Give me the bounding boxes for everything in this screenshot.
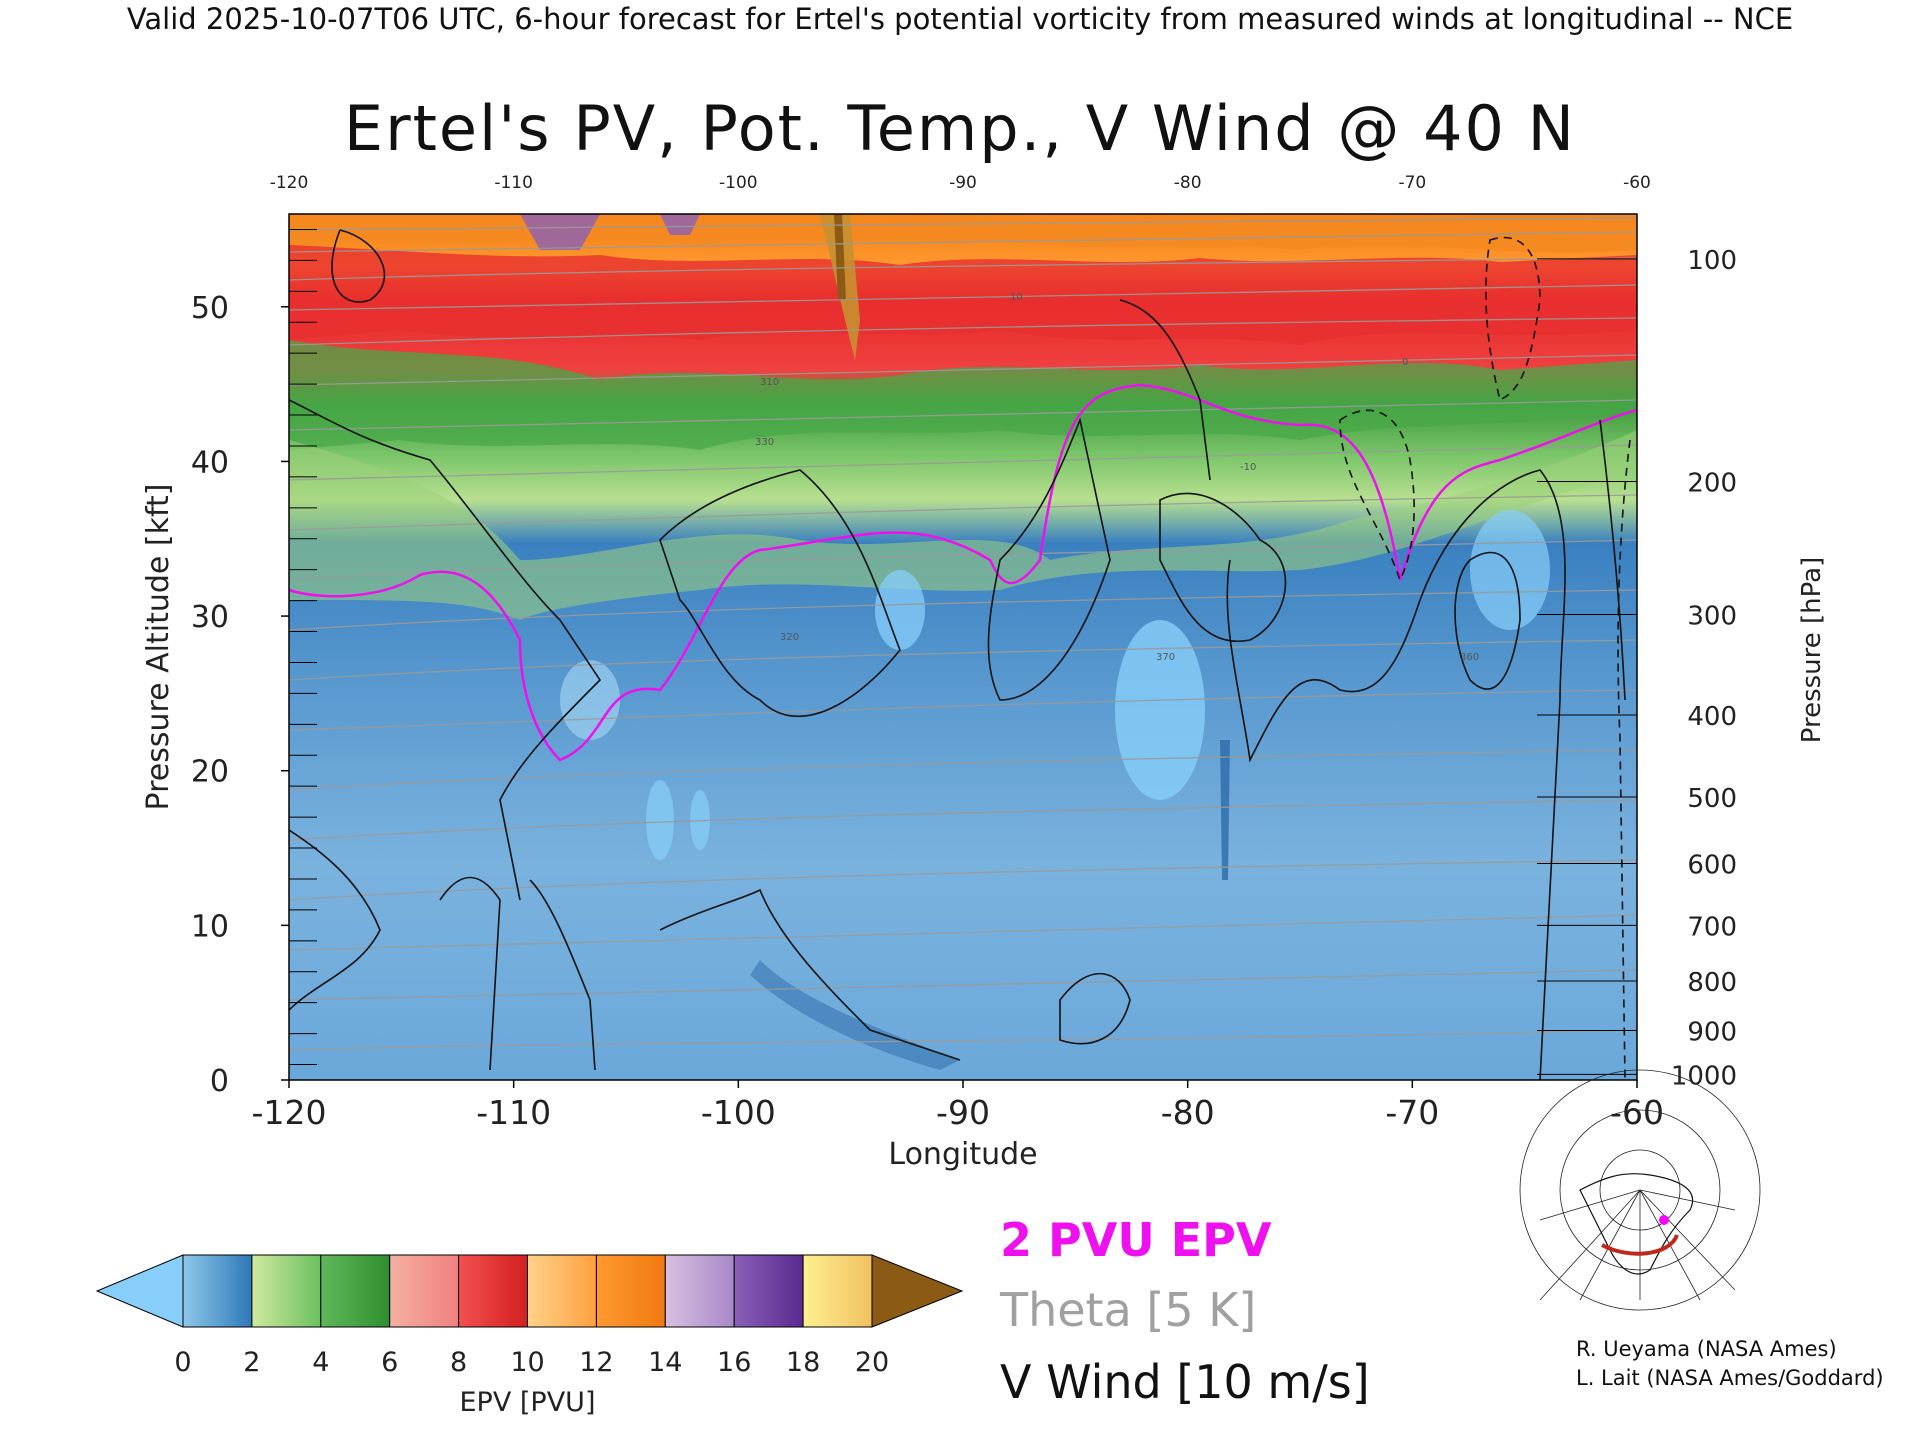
pressure-tick-label: 800	[1687, 968, 1737, 998]
top-tick-label: -70	[1398, 173, 1426, 193]
colorbar-segment	[458, 1254, 529, 1328]
x-tick-label: -80	[1161, 1093, 1215, 1132]
pressure-tick-label: 500	[1687, 784, 1737, 814]
legend-pv: 2 PVU EPV	[1000, 1213, 1272, 1267]
colorbar-segment	[527, 1254, 597, 1328]
map-track	[1601, 1234, 1679, 1256]
credit-2: L. Lait (NASA Ames/Goddard)	[1576, 1366, 1884, 1390]
page-header: Valid 2025-10-07T06 UTC, 6-hour forecast…	[126, 2, 1794, 36]
y-axis-label: Pressure Altitude [kft]	[141, 484, 176, 811]
top-tick-label: -60	[1623, 173, 1651, 193]
contour-label: 370	[1156, 652, 1175, 663]
top-tick-label: -100	[719, 173, 758, 193]
colorbar-segment	[182, 1254, 253, 1328]
x-tick-label: -100	[701, 1093, 776, 1132]
map-marker	[1659, 1215, 1669, 1225]
y-tick-label: 50	[191, 291, 229, 326]
x-axis-label: Longitude	[888, 1137, 1037, 1172]
y-tick-label: 40	[191, 445, 229, 480]
pressure-tick-label: 200	[1687, 469, 1737, 499]
pressure-tick-label: 900	[1687, 1018, 1737, 1048]
top-tick-label: -90	[949, 173, 977, 193]
colorbar-segment	[664, 1254, 735, 1328]
colorbar-tick-label: 18	[786, 1347, 820, 1378]
colorbar-tick-label: 2	[243, 1347, 260, 1378]
pressure-tick-label: 1000	[1671, 1061, 1737, 1091]
colorbar-label: EPV [PVU]	[460, 1387, 596, 1418]
pv-field	[289, 214, 1637, 1080]
pv-2pvu-contour	[289, 383, 1637, 762]
x-tick-label: -70	[1385, 1093, 1439, 1132]
colorbar: 0 2 4 6 8 10 12 14 16 18 20 EPV [PVU]	[95, 1254, 964, 1418]
pressure-tick-label: 600	[1687, 851, 1737, 881]
colorbar-tick-label: 0	[174, 1347, 191, 1378]
colorbar-tick-label: 10	[510, 1347, 544, 1378]
credit-1: R. Ueyama (NASA Ames)	[1576, 1337, 1837, 1361]
y-tick-label: 10	[191, 909, 229, 944]
top-tick-label: -110	[494, 173, 533, 193]
legend-wind: V Wind [10 m/s]	[1000, 1355, 1370, 1409]
contour-label: 10	[1010, 292, 1023, 303]
colorbar-low-extend	[95, 1254, 184, 1328]
chart-title: Ertel's PV, Pot. Temp., V Wind @ 40 N	[343, 92, 1577, 165]
right-axis-label: Pressure [hPa]	[1797, 557, 1827, 744]
contour-label: 310	[760, 377, 779, 388]
x-tick-label: -120	[252, 1093, 327, 1132]
colorbar-tick-label: 20	[855, 1347, 889, 1378]
x-tick-label: -60	[1610, 1093, 1664, 1132]
colorbar-high-extend	[871, 1254, 964, 1328]
x-tick-label: -90	[936, 1093, 990, 1132]
contour-label: -10	[1240, 462, 1256, 473]
pressure-tick-label: 400	[1687, 702, 1737, 732]
map-inset	[1519, 1069, 1761, 1311]
x-tick-label: -110	[476, 1093, 551, 1132]
top-tick-label: -80	[1174, 173, 1202, 193]
top-tick-label: -120	[270, 173, 309, 193]
colorbar-segment	[320, 1254, 391, 1328]
pressure-tick-label: 100	[1687, 246, 1737, 276]
y-tick-label: 0	[210, 1064, 229, 1099]
colorbar-segment	[733, 1254, 804, 1328]
colorbar-segment	[595, 1254, 666, 1328]
colorbar-tick-label: 6	[381, 1347, 398, 1378]
legend-theta: Theta [5 K]	[1000, 1283, 1257, 1337]
y-tick-label: 30	[191, 600, 229, 635]
contour-label: 360	[1460, 652, 1479, 663]
colorbar-segment	[389, 1254, 460, 1328]
colorbar-tick-label: 14	[648, 1347, 682, 1378]
colorbar-segment	[251, 1254, 322, 1328]
contour-label: 330	[755, 437, 774, 448]
contour-label: 320	[780, 632, 799, 643]
axes: -120 -110 -100 -90 -80 -70 -60-120 -110 -100 -90-…	[141, 173, 1827, 1172]
colorbar-segment	[802, 1254, 873, 1328]
contour-label: 0	[1402, 357, 1408, 368]
colorbar-tick-label: 4	[312, 1347, 329, 1378]
pressure-tick-label: 300	[1687, 602, 1737, 632]
colorbar-tick-label: 16	[717, 1347, 751, 1378]
pressure-tick-label: 700	[1687, 912, 1737, 942]
colorbar-tick-label: 12	[579, 1347, 613, 1378]
y-tick-label: 20	[191, 755, 229, 790]
colorbar-tick-label: 8	[450, 1347, 467, 1378]
